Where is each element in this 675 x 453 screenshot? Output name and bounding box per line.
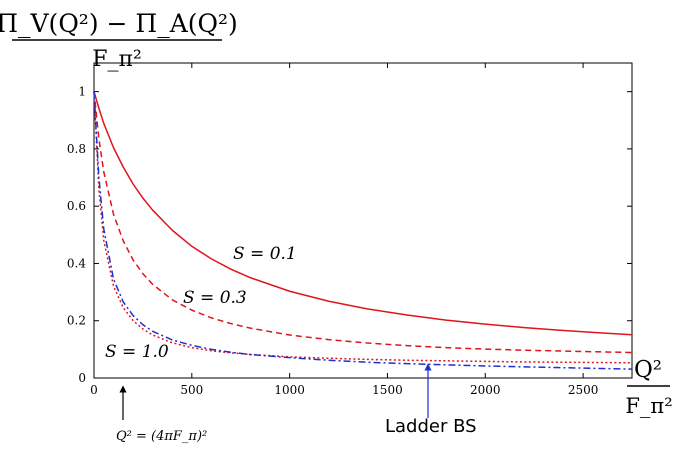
series-line-s-1-0 <box>93 91 633 364</box>
y-tick-label: 0.2 <box>67 314 86 328</box>
x-axis-label: Q² F_π² <box>625 357 672 418</box>
axis-ticks: 0 500 1000 1500 2000 2500 0 0.2 0.4 0.6 0.8 1 <box>67 63 632 397</box>
x-tick-label: 1000 <box>274 383 305 397</box>
annotation-s10: S = 1.0 <box>105 342 169 362</box>
x-axis-label-numerator: Q² <box>634 357 662 383</box>
annotation-s01: S = 0.1 <box>233 244 297 264</box>
x-tick-label: 500 <box>180 383 203 397</box>
y-axis-label-numerator: Π_V(Q²) − Π_A(Q²) <box>0 9 238 38</box>
series-line-s-0-3 <box>93 91 633 354</box>
y-tick-label: 0 <box>78 371 86 385</box>
x-tick-label: 2500 <box>568 383 599 397</box>
annotation-q2-label: Q² = (4πF_π)² <box>116 429 207 444</box>
y-tick-label: 1 <box>78 85 86 99</box>
x-axis-label-denominator: F_π² <box>625 394 672 418</box>
y-axis-label-denominator: F_π² <box>92 47 142 72</box>
annotation-s03: S = 0.3 <box>183 288 247 308</box>
series-line-ladder-bs <box>93 91 633 370</box>
annotation-ladder-bs-label: Ladder BS <box>385 416 477 437</box>
plot-frame <box>93 62 633 379</box>
x-tick-label: 0 <box>90 383 98 397</box>
series-group <box>93 91 633 370</box>
x-tick-label: 2000 <box>470 383 501 397</box>
y-tick-label: 0.8 <box>67 142 86 156</box>
y-tick-label: 0.4 <box>67 256 86 270</box>
y-axis-label: Π_V(Q²) − Π_A(Q²) F_π² <box>0 9 238 72</box>
x-tick-label: 1500 <box>372 383 403 397</box>
y-tick-label: 0.6 <box>67 199 86 213</box>
series-line-s-0-1 <box>93 91 633 336</box>
